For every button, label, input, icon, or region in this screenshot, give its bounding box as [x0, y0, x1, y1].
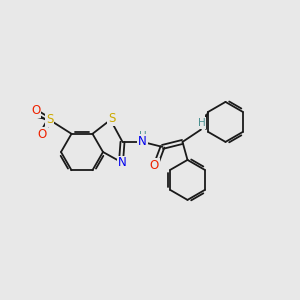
Text: H: H: [139, 131, 146, 141]
Text: O: O: [150, 159, 159, 172]
Text: H: H: [198, 118, 206, 128]
Text: O: O: [31, 104, 40, 117]
Text: N: N: [138, 135, 147, 148]
Text: S: S: [46, 113, 53, 126]
Text: N: N: [118, 157, 126, 169]
Text: O: O: [38, 128, 47, 141]
Text: S: S: [108, 112, 115, 125]
